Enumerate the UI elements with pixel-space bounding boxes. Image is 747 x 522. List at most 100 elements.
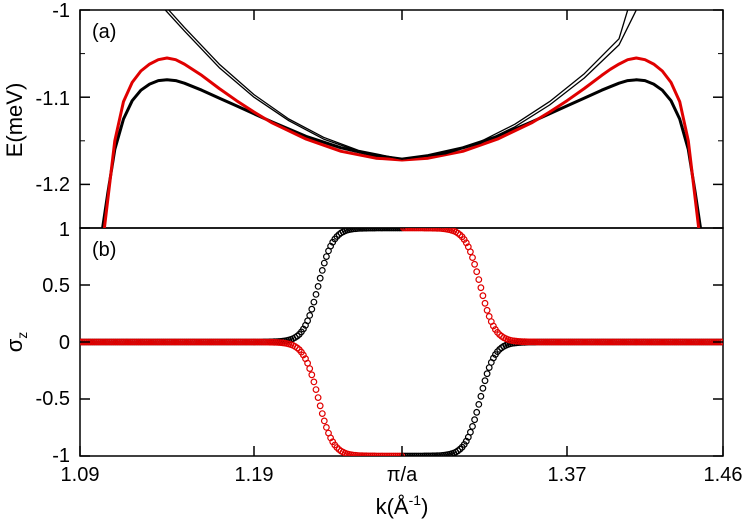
sigma-point xyxy=(385,228,393,232)
sigma-point xyxy=(183,338,190,346)
sigma-point xyxy=(178,338,186,346)
sigma-point xyxy=(535,338,543,346)
sigma-point xyxy=(414,228,422,232)
sigma-point xyxy=(610,338,618,346)
sigma-point xyxy=(419,228,426,232)
sigma-point xyxy=(116,338,124,346)
sigma-point xyxy=(412,228,420,232)
sigma-point xyxy=(352,228,360,233)
sigma-point xyxy=(249,338,257,346)
sigma-point xyxy=(475,276,483,284)
sigma-point xyxy=(631,338,639,346)
sigma-point xyxy=(258,338,266,346)
sigma-point xyxy=(164,338,172,346)
sigma-point xyxy=(627,338,635,346)
sigma-point xyxy=(364,452,372,456)
xtick-label: π/a xyxy=(387,464,418,486)
sigma-point xyxy=(114,338,121,346)
sigma-point xyxy=(479,292,487,300)
sigma-point xyxy=(519,338,526,346)
sigma-point xyxy=(396,228,403,232)
sigma-point xyxy=(341,228,349,235)
sigma-point xyxy=(704,338,712,346)
sigma-point xyxy=(575,338,583,346)
sigma-point xyxy=(155,338,163,346)
sigma-point xyxy=(404,228,412,232)
sigma-point xyxy=(103,338,111,346)
sigma-point xyxy=(260,338,268,346)
sigma-point xyxy=(251,338,259,346)
sigma-point xyxy=(587,338,595,346)
sigma-point xyxy=(126,338,134,346)
sigma-point xyxy=(394,228,401,232)
sigma-point xyxy=(379,452,387,456)
sigma-point xyxy=(548,338,556,346)
sigma-point xyxy=(312,291,320,298)
sigma-point xyxy=(408,452,416,456)
sigma-point xyxy=(435,228,443,232)
sigma-point xyxy=(469,423,476,430)
sigma-point xyxy=(671,338,678,346)
sigma-point xyxy=(614,338,622,346)
sigma-point xyxy=(392,228,399,232)
sigma-point xyxy=(579,338,587,346)
sigma-point xyxy=(679,338,687,346)
sigma-point xyxy=(266,338,274,346)
sigma-point xyxy=(364,228,372,232)
xtick-label: 1.09 xyxy=(61,464,100,486)
sigma-point xyxy=(214,338,222,346)
sigma-point xyxy=(235,338,243,346)
energy-curve-3 xyxy=(168,10,637,160)
sigma-point xyxy=(537,338,545,346)
sigma-point xyxy=(373,228,380,232)
bottom-ytick-label: 0 xyxy=(59,332,70,354)
sigma-point xyxy=(124,338,132,346)
sigma-point xyxy=(662,338,670,346)
sigma-point xyxy=(479,384,487,392)
sigma-point xyxy=(343,450,351,456)
sigma-point xyxy=(122,338,130,346)
sigma-point xyxy=(275,339,282,346)
sigma-point xyxy=(700,338,707,346)
sigma-point xyxy=(596,338,603,346)
sigma-series-1 xyxy=(80,228,723,456)
sigma-point xyxy=(525,338,533,346)
sigma-point xyxy=(652,338,660,346)
sigma-point xyxy=(132,338,140,346)
sigma-point xyxy=(473,268,481,276)
sigma-point xyxy=(341,449,349,456)
sigma-point xyxy=(637,338,645,346)
sigma-point xyxy=(145,338,153,346)
sigma-point xyxy=(469,254,476,262)
sigma-point xyxy=(467,428,474,436)
sigma-point xyxy=(471,416,479,424)
sigma-point xyxy=(147,338,155,346)
sigma-point xyxy=(398,228,406,232)
top-ytick-label: -1.1 xyxy=(36,88,70,110)
sigma-point xyxy=(544,338,551,346)
sigma-point xyxy=(598,338,606,346)
sigma-point xyxy=(412,452,420,456)
sigma-point xyxy=(231,338,238,346)
sigma-point xyxy=(323,424,330,431)
sigma-point xyxy=(623,338,630,346)
sigma-point xyxy=(228,338,236,346)
sigma-point xyxy=(527,338,535,346)
sigma-point xyxy=(400,452,408,456)
sigma-point xyxy=(373,452,380,456)
sigma-point xyxy=(560,338,568,346)
sigma-point xyxy=(648,338,655,346)
sigma-point xyxy=(396,452,403,456)
sigma-point xyxy=(483,370,491,378)
sigma-point xyxy=(366,228,374,232)
xtick-label: 1.46 xyxy=(704,464,743,486)
sigma-point xyxy=(358,228,366,232)
sigma-point xyxy=(606,338,614,346)
sigma-point xyxy=(371,228,378,232)
sigma-point xyxy=(562,338,570,346)
sigma-point xyxy=(333,233,341,240)
sigma-point xyxy=(323,253,330,261)
sigma-point xyxy=(314,394,322,402)
sigma-point xyxy=(256,338,264,346)
